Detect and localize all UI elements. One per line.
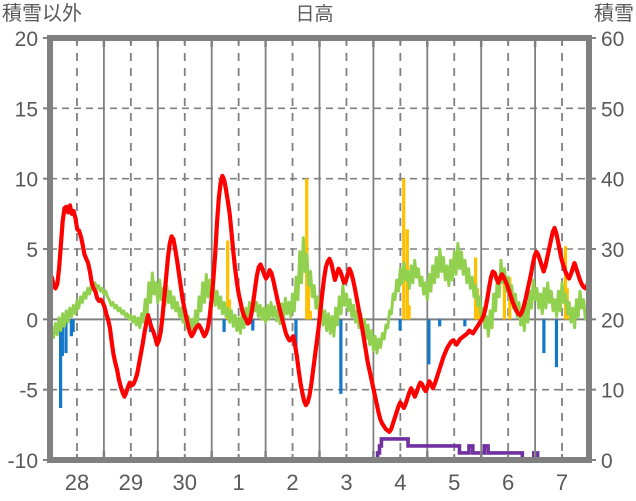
axis-frame: [43, 35, 596, 463]
right-tick-label: 60: [601, 28, 624, 51]
bar-precipitation: [542, 319, 546, 354]
bar-precipitation: [60, 319, 64, 356]
right-tick-label: 30: [601, 239, 624, 262]
x-tick-label: 4: [394, 470, 406, 495]
left-axis-title: 積雪以外: [2, 2, 82, 25]
chart-title: 日高: [295, 3, 333, 25]
bar-snowfall: [226, 240, 230, 320]
bar-snowfall: [477, 310, 481, 320]
bar-precipitation: [251, 319, 255, 331]
right-tick-label: 0: [601, 450, 613, 473]
x-tick-label: 6: [502, 470, 514, 495]
left-tick-label: 15: [15, 98, 38, 121]
bar-precipitation: [64, 319, 68, 354]
x-tick-label: 1: [233, 470, 245, 495]
left-tick-label: -5: [19, 380, 38, 403]
bar-precipitation: [398, 319, 402, 331]
right-tick-label: 10: [601, 380, 624, 403]
x-tick-label: 28: [65, 470, 89, 495]
x-tick-label: 30: [173, 470, 197, 495]
bar-snowfall: [402, 178, 406, 320]
bar-precipitation: [438, 319, 442, 327]
bar-snowfall: [502, 277, 506, 320]
right-axis-title: 積雪: [594, 2, 634, 25]
right-tick-label: 40: [601, 169, 624, 192]
x-tick-label: 5: [448, 470, 460, 495]
bar-snowfall: [563, 246, 568, 320]
bar-precipitation: [69, 319, 73, 337]
x-tick-label: 29: [119, 470, 143, 495]
bar-precipitation: [339, 319, 343, 394]
bar-precipitation: [554, 319, 559, 368]
left-tick-label: -10: [8, 450, 38, 473]
bar-precipitation: [71, 319, 75, 332]
x-tick-label: 3: [340, 470, 352, 495]
left-tick-label: 10: [15, 169, 38, 192]
right-tick-label: 50: [601, 98, 624, 121]
bar-precipitation: [463, 319, 467, 327]
x-tick-label: 2: [286, 470, 298, 495]
bar-precipitation: [58, 319, 63, 408]
bar-snowfall: [407, 305, 411, 320]
line-temperature: [50, 173, 589, 434]
left-tick-label: 20: [15, 28, 38, 51]
bar-snowfall: [306, 274, 311, 320]
bar-snowfall: [305, 178, 309, 320]
left-tick-label: 0: [26, 309, 38, 332]
left-tick-label: 5: [26, 239, 38, 262]
bar-precipitation: [294, 319, 298, 355]
bar-snowfall: [308, 310, 312, 320]
x-tick-label: 7: [556, 470, 568, 495]
line-snow-depth: [50, 437, 589, 460]
bar-precipitation: [427, 319, 431, 365]
bar-precipitation: [222, 319, 226, 332]
right-tick-label: 20: [601, 309, 624, 332]
gridlines: [50, 38, 589, 460]
